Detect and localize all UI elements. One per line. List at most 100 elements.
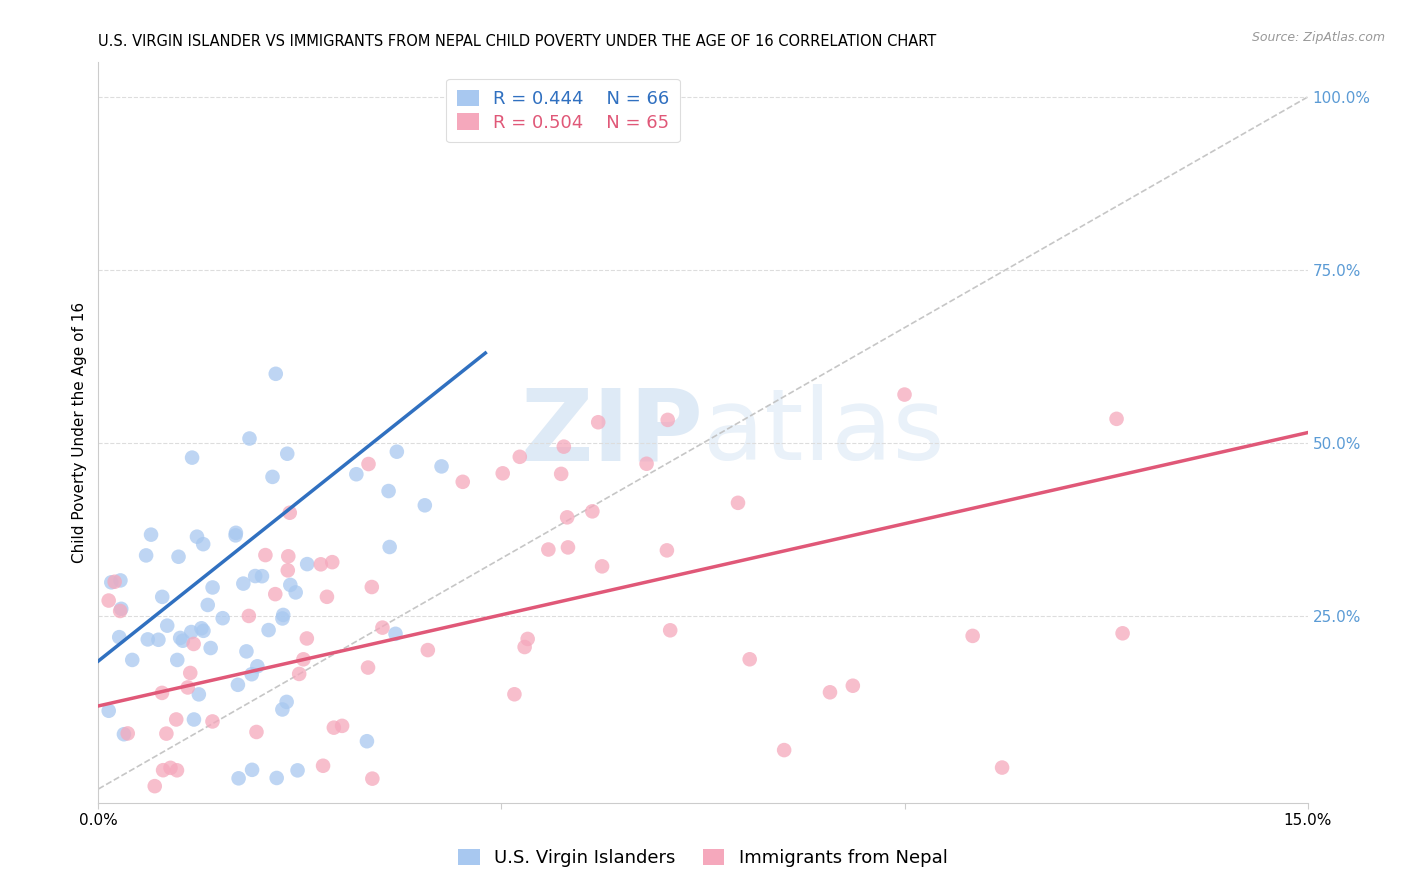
Point: [312, 758, 335, 772]
Point: [295, 557, 318, 571]
Point: [991, 760, 1014, 774]
Point: [201, 581, 224, 595]
Point: [557, 541, 579, 555]
Point: [201, 714, 224, 729]
Point: [316, 590, 339, 604]
Point: [211, 611, 233, 625]
Point: [193, 624, 215, 638]
Point: [190, 621, 212, 635]
Point: [97, 593, 120, 607]
Point: [636, 457, 658, 471]
Point: [135, 549, 157, 563]
Point: [186, 530, 208, 544]
Point: [172, 633, 194, 648]
Point: [893, 387, 915, 401]
Point: [257, 623, 280, 637]
Point: [156, 618, 179, 632]
Text: atlas: atlas: [703, 384, 945, 481]
Point: [271, 611, 294, 625]
Point: [193, 537, 215, 551]
Point: [357, 660, 380, 674]
Point: [136, 632, 159, 647]
Point: [150, 686, 173, 700]
Point: [287, 764, 309, 778]
Point: [225, 525, 247, 540]
Point: [271, 702, 294, 716]
Point: [169, 631, 191, 645]
Legend: U.S. Virgin Islanders, Immigrants from Nepal: U.S. Virgin Islanders, Immigrants from N…: [451, 841, 955, 874]
Point: [121, 653, 143, 667]
Point: [360, 580, 382, 594]
Text: U.S. VIRGIN ISLANDER VS IMMIGRANTS FROM NEPAL CHILD POVERTY UNDER THE AGE OF 16 : U.S. VIRGIN ISLANDER VS IMMIGRANTS FROM …: [98, 34, 936, 49]
Point: [152, 763, 174, 777]
Point: [254, 548, 277, 562]
Point: [591, 559, 613, 574]
Point: [165, 713, 187, 727]
Y-axis label: Child Poverty Under the Age of 16: Child Poverty Under the Age of 16: [72, 302, 87, 563]
Point: [277, 563, 299, 577]
Point: [232, 576, 254, 591]
Point: [727, 496, 749, 510]
Point: [235, 644, 257, 658]
Point: [377, 483, 399, 498]
Point: [228, 772, 250, 786]
Point: [117, 726, 139, 740]
Point: [278, 506, 301, 520]
Point: [513, 640, 536, 654]
Point: [104, 574, 127, 589]
Point: [555, 510, 578, 524]
Point: [266, 771, 288, 785]
Point: [183, 713, 205, 727]
Point: [181, 450, 204, 465]
Point: [416, 643, 439, 657]
Point: [245, 725, 267, 739]
Point: [492, 467, 515, 481]
Point: [503, 687, 526, 701]
Point: [179, 665, 201, 680]
Point: [271, 607, 294, 622]
Point: [361, 772, 384, 786]
Point: [139, 527, 162, 541]
Point: [197, 598, 219, 612]
Point: [200, 640, 222, 655]
Point: [655, 543, 678, 558]
Point: [240, 667, 263, 681]
Point: [148, 632, 170, 647]
Point: [509, 450, 531, 464]
Legend: R = 0.444    N = 66, R = 0.504    N = 65: R = 0.444 N = 66, R = 0.504 N = 65: [446, 78, 681, 143]
Point: [321, 555, 343, 569]
Point: [226, 678, 249, 692]
Point: [110, 574, 132, 588]
Point: [262, 470, 284, 484]
Point: [187, 687, 209, 701]
Point: [166, 653, 188, 667]
Point: [246, 659, 269, 673]
Point: [356, 734, 378, 748]
Point: [166, 764, 188, 778]
Point: [818, 685, 841, 699]
Text: Source: ZipAtlas.com: Source: ZipAtlas.com: [1251, 31, 1385, 45]
Point: [292, 652, 315, 666]
Point: [180, 625, 202, 640]
Point: [225, 528, 247, 542]
Point: [842, 679, 865, 693]
Point: [371, 621, 394, 635]
Point: [159, 761, 181, 775]
Point: [657, 413, 679, 427]
Point: [344, 467, 367, 482]
Point: [773, 743, 796, 757]
Point: [1105, 412, 1128, 426]
Point: [97, 704, 120, 718]
Point: [276, 695, 298, 709]
Point: [240, 763, 263, 777]
Point: [384, 627, 406, 641]
Point: [738, 652, 761, 666]
Point: [430, 459, 453, 474]
Point: [378, 540, 401, 554]
Point: [243, 569, 266, 583]
Point: [659, 624, 682, 638]
Point: [581, 504, 603, 518]
Point: [177, 681, 200, 695]
Point: [962, 629, 984, 643]
Point: [385, 444, 408, 458]
